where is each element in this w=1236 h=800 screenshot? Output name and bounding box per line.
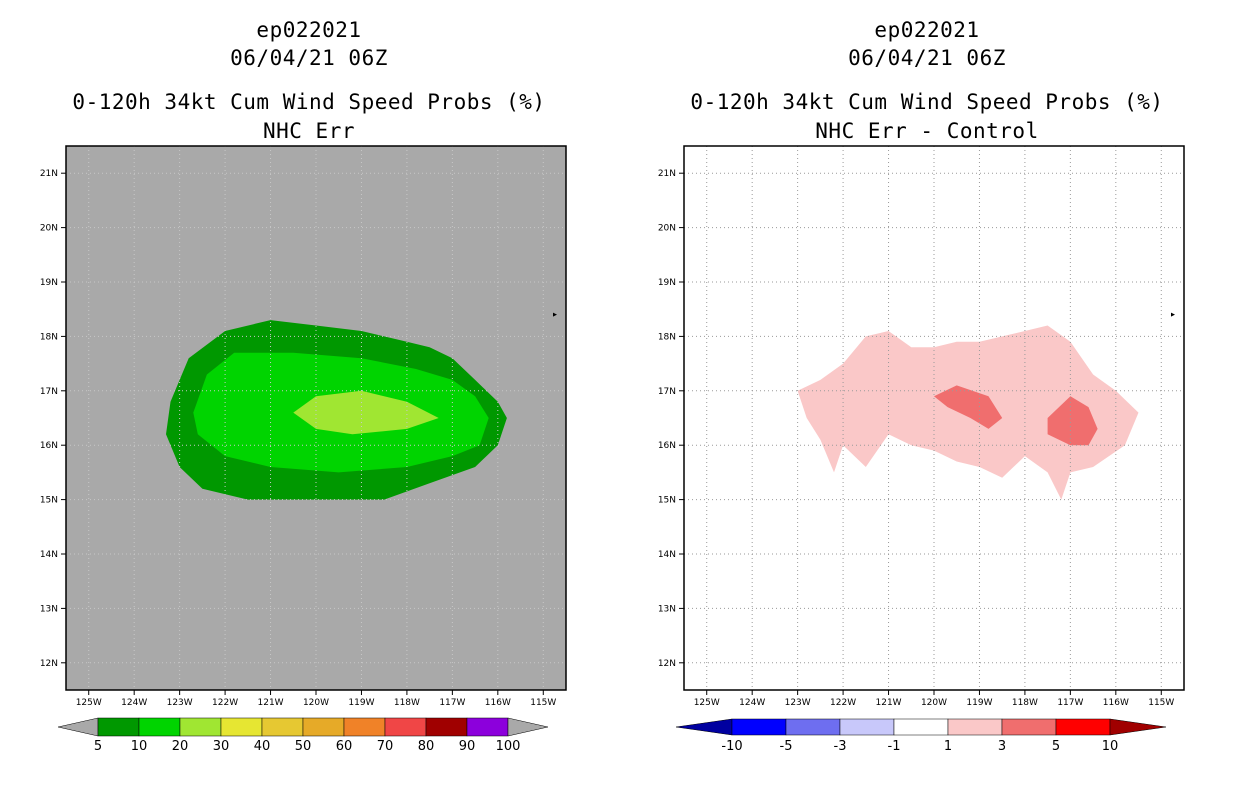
panel-nhc-err: ep022021 06/04/21 06Z 0-120h 34kt Cum Wi… (40, 18, 567, 754)
x-tick-label: 116W (485, 698, 511, 708)
date-title: 06/04/21 06Z (230, 46, 388, 70)
x-tick-label: 124W (121, 698, 147, 708)
colorbar-swatch (731, 718, 787, 736)
contour-fill-3-2 (1047, 396, 1098, 446)
colorbar-swatch (302, 717, 345, 737)
x-tick-label: 125W (694, 698, 720, 708)
x-tick-label: 124W (739, 698, 765, 708)
y-tick-label: 17N (658, 387, 676, 397)
x-tick-label: 125W (76, 698, 102, 708)
colorbar-swatch (179, 717, 222, 737)
colorbar-label: 100 (496, 739, 521, 754)
y-tick-label: 15N (40, 496, 58, 506)
x-tick-label: 115W (1148, 698, 1174, 708)
map-plot-difference: 125W 124W 123W 122W 121W 120W 119W 118W 117W 116W… (658, 145, 1185, 754)
colorbar-label: 90 (459, 739, 476, 754)
y-tick-label: 13N (40, 604, 58, 614)
contour-fill-20-2 (293, 390, 439, 435)
y-tick-label: 12N (658, 659, 676, 669)
colorbar-label: 5 (94, 739, 102, 754)
colorbar-label: 40 (254, 739, 271, 754)
x-tick-label: 116W (1103, 698, 1129, 708)
y-tick-label: 18N (40, 332, 58, 342)
y-tick-label: 15N (658, 496, 676, 506)
x-tick-label: 123W (167, 698, 193, 708)
colorbar-swatch (1055, 718, 1111, 736)
panel-nhc-err-minus-control: ep022021 06/04/21 06Z 0-120h 34kt Cum Wi… (618, 0, 1236, 800)
storm-id-title: ep022021 (256, 18, 362, 42)
colorbar-label: 70 (377, 739, 394, 754)
colorbar-under-triangle (57, 717, 99, 737)
x-tick-label: 120W (921, 698, 947, 708)
colorbar-swatch (384, 717, 427, 737)
colorbar-under-triangle (675, 718, 733, 736)
colorbar-label: 30 (213, 739, 230, 754)
colorbar-label: 10 (1102, 739, 1119, 754)
y-tick-label: 21N (40, 169, 58, 179)
y-tick-label: 17N (40, 387, 58, 397)
x-tick-label: 119W (966, 698, 992, 708)
subtitle: NHC Err (262, 119, 355, 143)
y-tick-label: 14N (40, 550, 58, 560)
y-tick-label: 18N (658, 332, 676, 342)
colorbar-label: 3 (998, 739, 1006, 754)
colorbar-label: 80 (418, 739, 435, 754)
y-tick-label: 19N (658, 278, 676, 288)
contour-fill-3-1 (934, 385, 1003, 429)
colorbar-label: 50 (295, 739, 312, 754)
colorbar-swatch (261, 717, 304, 737)
colorbar-swatch (220, 717, 263, 737)
colorbar-label: 5 (1052, 739, 1060, 754)
date-title: 06/04/21 06Z (848, 46, 1006, 70)
subtitle: NHC Err - Control (815, 119, 1039, 143)
colorbar-swatch (893, 718, 949, 736)
y-tick-label: 20N (658, 224, 676, 234)
x-tick-label: 118W (394, 698, 420, 708)
colorbar-swatch (466, 717, 509, 737)
colorbar-swatch (138, 717, 181, 737)
x-tick-label: 122W (212, 698, 238, 708)
colorbar-swatch (947, 718, 1003, 736)
x-tick-label: 120W (303, 698, 329, 708)
product-title: 0-120h 34kt Cum Wind Speed Probs (%) (72, 90, 546, 114)
colorbar-swatch (343, 717, 386, 737)
x-tick-label: 117W (439, 698, 465, 708)
colorbar-swatch (785, 718, 841, 736)
colorbar-label: 10 (131, 739, 148, 754)
x-tick-label: 121W (876, 698, 902, 708)
y-tick-label: 20N (40, 224, 58, 234)
y-tick-label: 16N (40, 441, 58, 451)
colorbar-label: -3 (834, 739, 847, 754)
x-tick-label: 118W (1012, 698, 1038, 708)
colorbar-swatch (97, 717, 140, 737)
x-tick-label: 123W (785, 698, 811, 708)
x-tick-label: 117W (1057, 698, 1083, 708)
x-tick-label: 115W (530, 698, 556, 708)
map-plot-nhc-err: 125W 124W 123W 122W 121W 120W 119W 118W 117W 116W… (40, 145, 567, 754)
storm-id-title: ep022021 (874, 18, 980, 42)
x-tick-label: 119W (348, 698, 374, 708)
y-tick-label: 16N (658, 441, 676, 451)
colorbar-over-triangle (507, 717, 549, 737)
product-title: 0-120h 34kt Cum Wind Speed Probs (%) (690, 90, 1164, 114)
y-tick-label: 19N (40, 278, 58, 288)
storm-position-marker (553, 312, 557, 317)
y-tick-label: 12N (40, 659, 58, 669)
colorbar-label: -5 (780, 739, 793, 754)
colorbar-label: -1 (888, 739, 901, 754)
colorbar-label: -10 (721, 739, 742, 754)
colorbar-swatch (425, 717, 468, 737)
storm-position-marker (1171, 312, 1175, 317)
y-tick-label: 14N (658, 550, 676, 560)
colorbar-label: 60 (336, 739, 353, 754)
colorbar-over-triangle (1109, 718, 1167, 736)
x-tick-label: 121W (258, 698, 284, 708)
colorbar-swatch (839, 718, 895, 736)
colorbar-swatch (1001, 718, 1057, 736)
x-tick-label: 122W (830, 698, 856, 708)
colorbar-label: 1 (944, 739, 952, 754)
colorbar-label: 20 (172, 739, 189, 754)
y-tick-label: 21N (658, 169, 676, 179)
y-tick-label: 13N (658, 604, 676, 614)
